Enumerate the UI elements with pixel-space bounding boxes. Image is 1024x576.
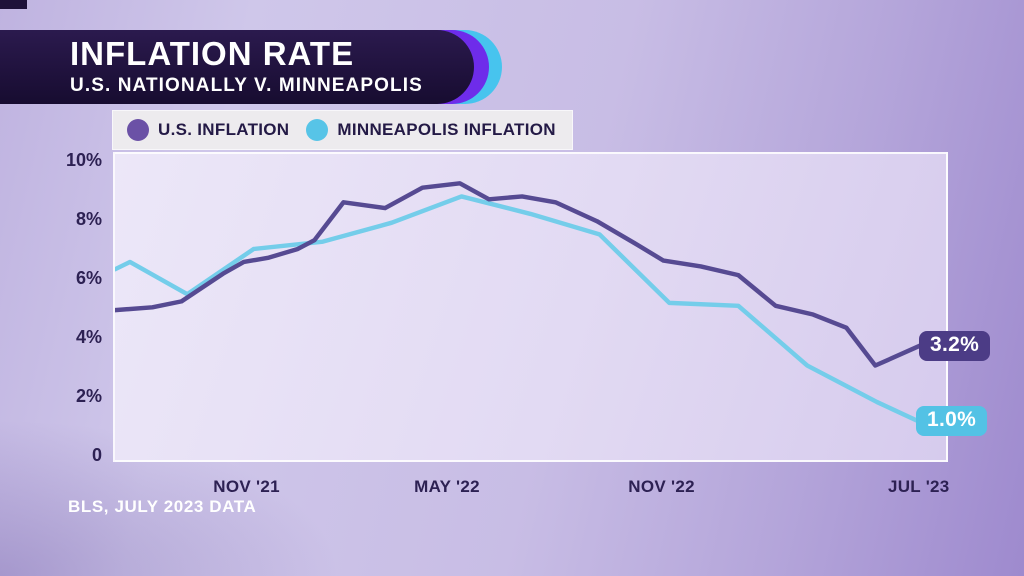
legend-item-us: U.S. INFLATION — [127, 119, 289, 141]
y-tick-label-0: 0 — [91, 445, 102, 465]
us-series-swatch — [127, 119, 149, 141]
page-title: INFLATION RATE — [70, 35, 355, 73]
y-tick-label-10: 10% — [65, 149, 102, 170]
x-tick-label-jul-23: JUL '23 — [887, 477, 950, 496]
series-line-minneapolis — [115, 194, 924, 425]
source-note: BLS, JULY 2023 DATA — [68, 497, 257, 516]
y-tick-label-2: 2% — [75, 385, 102, 406]
value-badge-minneapolis: 1.0% — [916, 406, 988, 436]
legend-label-minneapolis: MINNEAPOLIS INFLATION — [337, 120, 556, 139]
y-tick-label-4: 4% — [75, 326, 102, 347]
value-badge-us: 3.2% — [919, 331, 991, 361]
legend-item-minneapolis: MINNEAPOLIS INFLATION — [306, 119, 556, 141]
page-subtitle: U.S. NATIONALLY V. MINNEAPOLIS — [70, 74, 423, 96]
y-tick-label-8: 8% — [75, 208, 102, 229]
series-line-us — [115, 181, 924, 368]
x-tick-label-may-22: MAY '22 — [414, 477, 480, 496]
chart-legend: U.S. INFLATION MINNEAPOLIS INFLATION — [112, 110, 573, 150]
x-tick-label-nov-21: NOV '21 — [213, 477, 280, 496]
header-banner: INFLATION RATE U.S. NATIONALLY V. MINNEA… — [0, 30, 520, 104]
x-tick-label-nov-22: NOV '22 — [628, 477, 695, 496]
top-left-corner-accent — [0, 0, 27, 9]
y-tick-label-6: 6% — [75, 267, 102, 288]
legend-label-us: U.S. INFLATION — [158, 120, 290, 139]
line-chart — [115, 181, 924, 425]
banner-panel: INFLATION RATE U.S. NATIONALLY V. MINNEA… — [0, 30, 474, 104]
chart-plot-area — [113, 152, 948, 462]
minneapolis-series-swatch — [306, 119, 329, 141]
